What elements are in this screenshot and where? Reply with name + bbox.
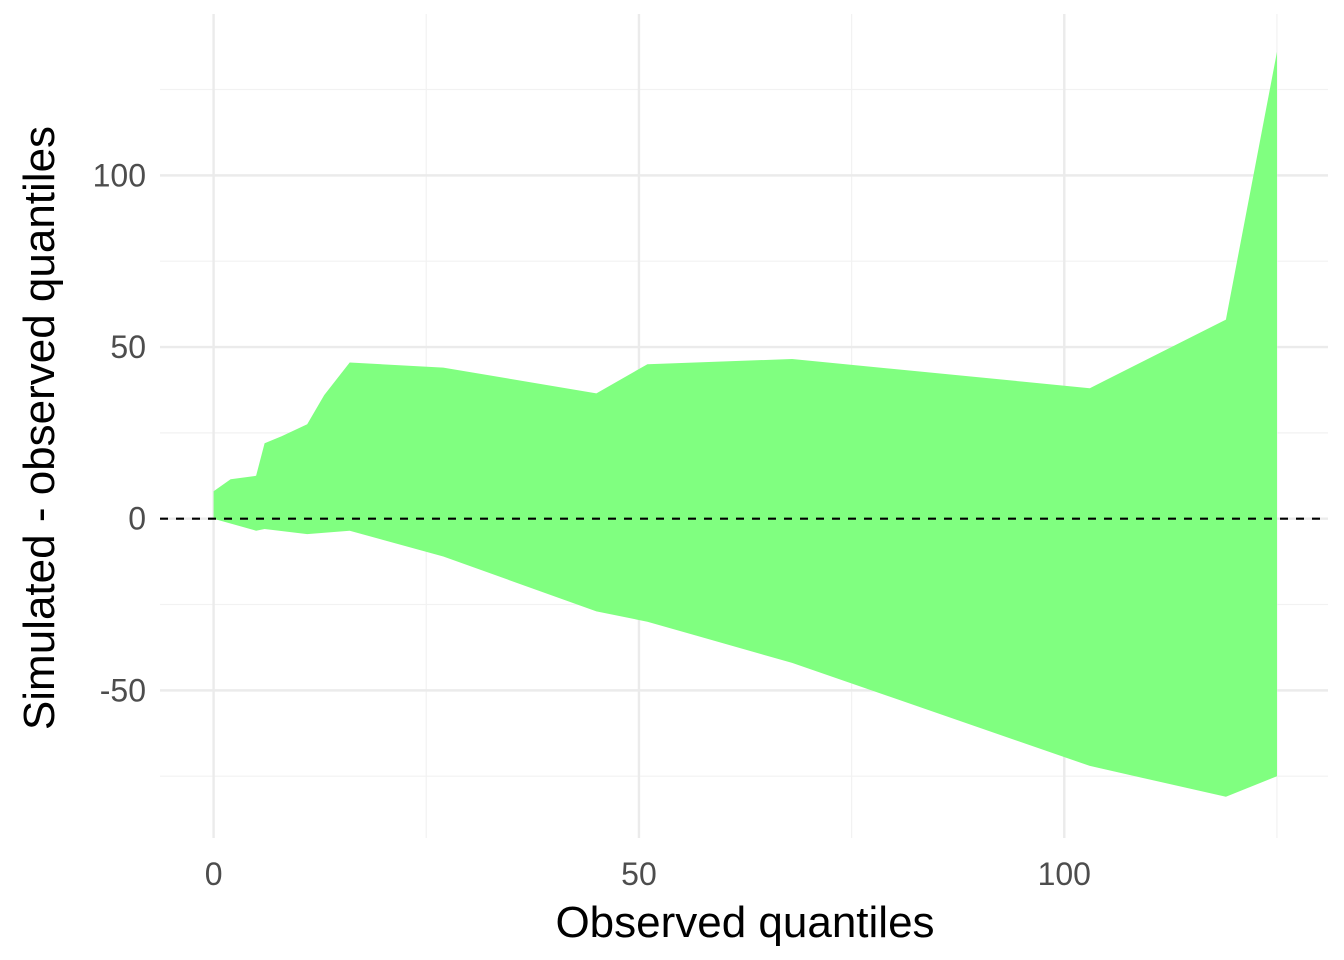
y-axis-title: Simulated - observed quantiles — [15, 126, 64, 730]
x-tick-label: 50 — [621, 856, 657, 892]
simulated-quantile-band — [213, 51, 1278, 797]
x-tick-label: 0 — [205, 856, 223, 892]
x-axis-tick-labels: 0 50 100 — [205, 856, 1091, 892]
x-tick-label: 100 — [1038, 856, 1091, 892]
x-axis-title: Observed quantiles — [555, 898, 934, 947]
y-tick-label: 100 — [93, 157, 146, 193]
y-tick-label: 0 — [128, 501, 146, 537]
y-tick-label: 50 — [110, 329, 146, 365]
y-axis-tick-labels: -50 0 50 100 — [93, 157, 146, 708]
y-tick-label: -50 — [100, 672, 146, 708]
